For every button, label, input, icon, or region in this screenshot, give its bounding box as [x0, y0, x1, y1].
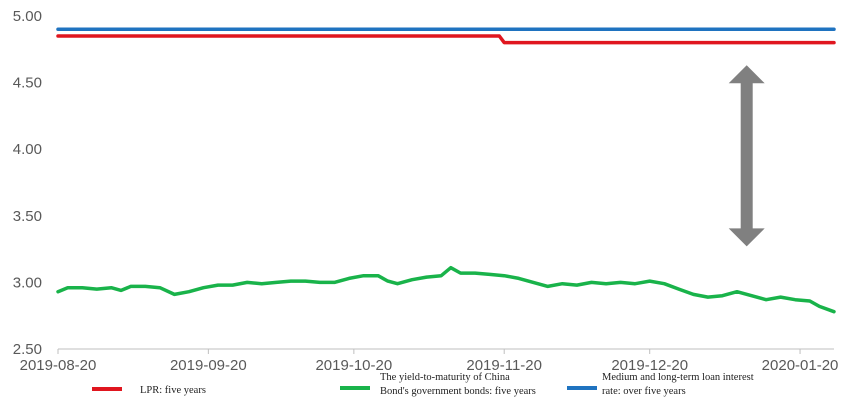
y-tick-label: 4.00	[13, 141, 42, 158]
x-tick-label: 2019-09-20	[170, 357, 247, 374]
y-tick-label: 3.00	[13, 274, 42, 291]
y-tick-label: 3.50	[13, 208, 42, 225]
legend-label: Medium and long-term loan interest	[602, 372, 754, 383]
x-tick-label: 2019-10-20	[315, 357, 392, 374]
legend-label: Bond's government bonds: five years	[380, 386, 536, 397]
y-tick-label: 2.50	[13, 341, 42, 358]
x-tick-label: 2019-11-20	[466, 357, 542, 374]
y-axis: 2.50 3.00 3.50 4.00 4.50 5.00	[13, 8, 42, 358]
y-tick-label: 4.50	[13, 75, 42, 92]
x-tick-label: 2019-08-20	[20, 357, 97, 374]
series-line-china-bond-yield-five-years	[56, 265, 836, 314]
annotation-layer	[728, 65, 765, 247]
legend: LPR: five years The yield-to-maturity of …	[92, 372, 754, 397]
series-layer	[56, 27, 836, 314]
y-tick-label: 5.00	[13, 8, 42, 25]
legend-label: LPR: five years	[140, 385, 206, 396]
x-tick-label: 2019-12-20	[611, 357, 688, 374]
series-line-lpr-five-years	[56, 34, 836, 45]
x-tick-label: 2020-01-20	[762, 357, 839, 374]
legend-label: rate: over five years	[602, 386, 686, 397]
legend-label: The yield-to-maturity of China	[380, 372, 510, 383]
x-axis: 2019-08-20 2019-09-20 2019-10-20 2019-11-20…	[20, 348, 839, 374]
double-arrow-annotation	[728, 65, 765, 247]
